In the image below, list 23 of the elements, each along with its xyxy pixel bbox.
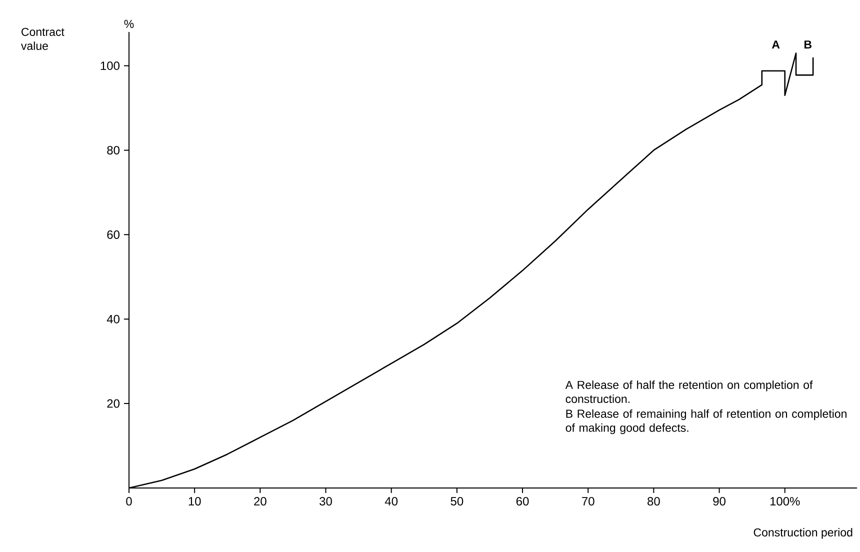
y-axis-title: Contract value [21, 28, 64, 50]
x-tick-label: 50 [450, 497, 464, 506]
x-tick-label: 60 [516, 497, 529, 506]
y-tick-label: 80 [107, 146, 120, 154]
annotation: A Release of half the retention on completion of construction. [565, 380, 813, 403]
x-tick-label: 0 [126, 497, 132, 506]
x-tick-label: 10 [188, 497, 201, 506]
x-tick-label: 30 [320, 497, 332, 506]
x-axis-title: Construction period [754, 528, 852, 539]
x-tick-label: 40 [384, 497, 398, 506]
y-tick-label: 60 [107, 230, 120, 239]
annotation: A [772, 40, 780, 48]
x-tick-label: 70 [582, 497, 594, 506]
annotation: B [804, 40, 812, 48]
x-tick-label: 90 [713, 497, 726, 506]
x-tick-label: 80 [648, 497, 660, 506]
annotation: B Release of remaining half of retention on completion of making good defects. [566, 409, 846, 434]
y-tick-label: 40 [106, 314, 120, 324]
text: % [124, 20, 134, 28]
x-tick-label: 100% [770, 497, 800, 506]
y-tick-label: 100 [100, 62, 120, 70]
x-tick-label: 20 [254, 497, 266, 506]
y-tick-label: 20 [107, 399, 120, 408]
